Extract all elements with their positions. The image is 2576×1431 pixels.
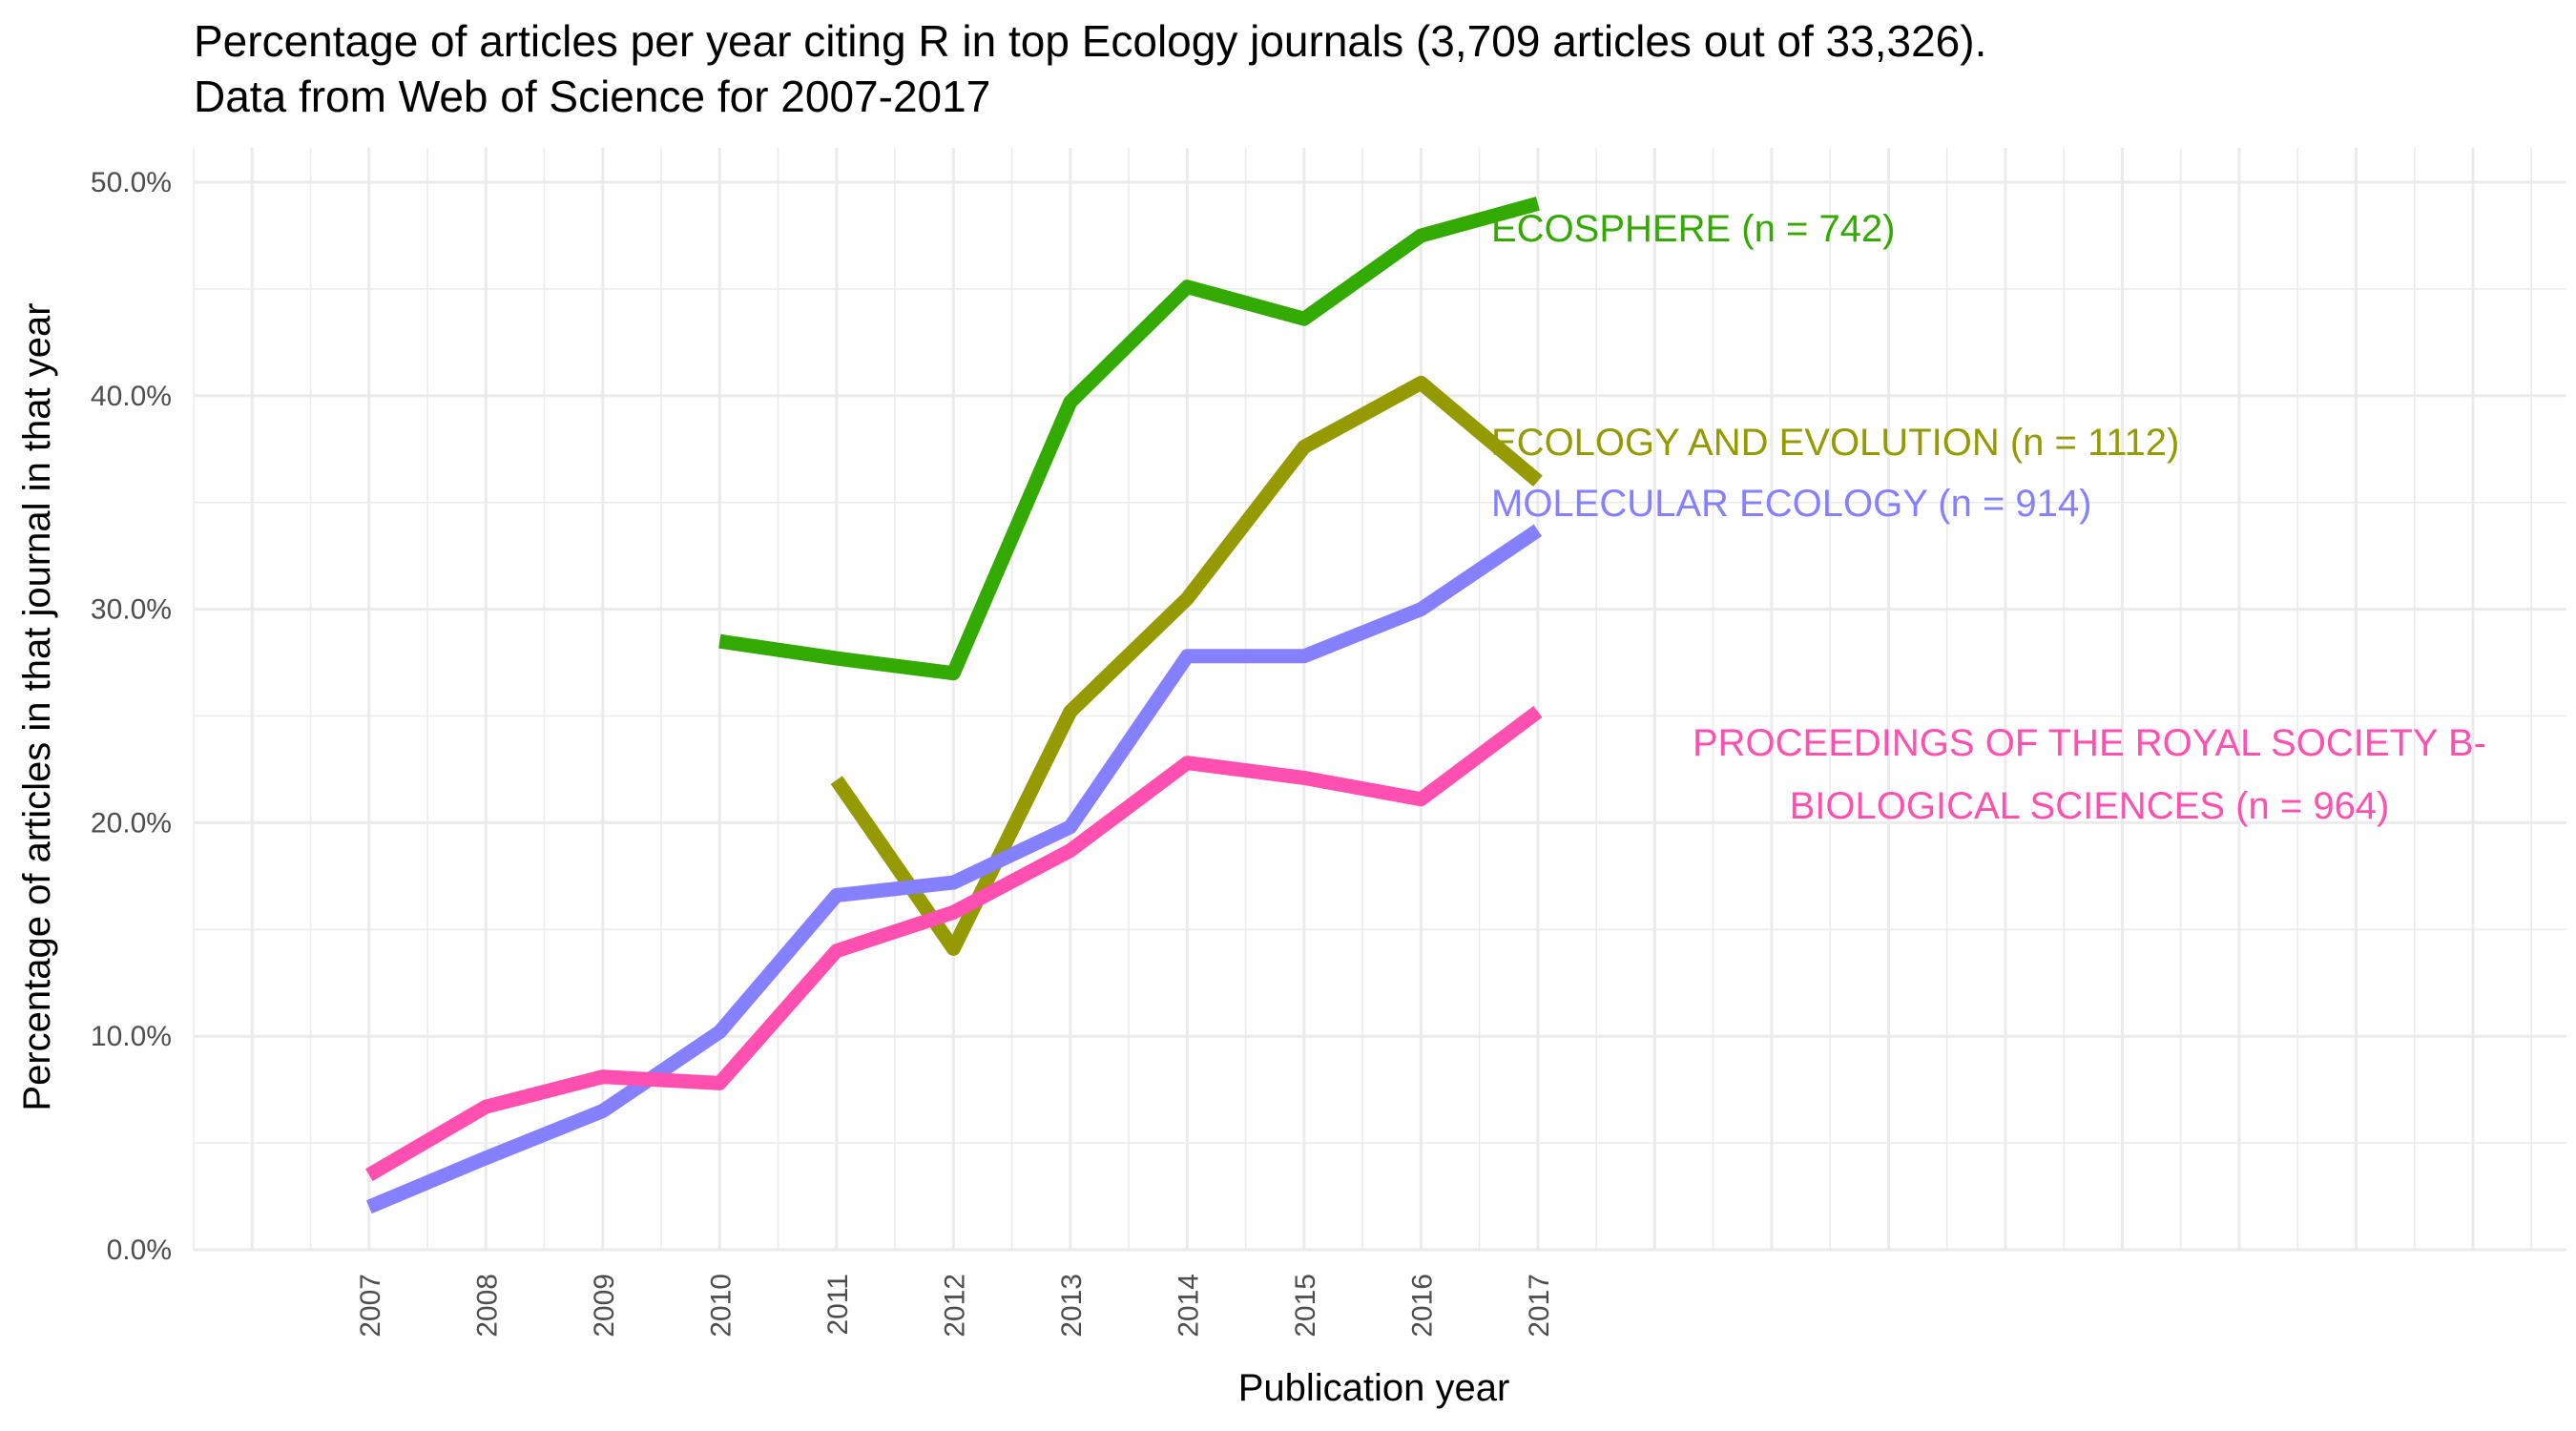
series-line-1 <box>830 375 1543 956</box>
y-tick-label: 0.0% <box>107 1234 172 1266</box>
y-tick-label: 50.0% <box>91 167 172 198</box>
x-tick-label: 2015 <box>1290 1274 1321 1338</box>
y-axis-ticks: 0.0% 10.0% 20.0% 30.0% 40.0% 50.0% <box>91 167 172 1266</box>
y-tick-label: 30.0% <box>91 594 172 626</box>
series-lines <box>365 197 1543 1214</box>
major-gridlines <box>194 148 2566 1252</box>
series-label-1: ECOLOGY AND EVOLUTION (n = 1112) <box>1491 422 2179 464</box>
y-axis-title: Percentage of articles in that journal i… <box>16 302 58 1110</box>
x-tick-label: 2016 <box>1406 1274 1438 1338</box>
chart-title-line-1: Percentage of articles per year citing R… <box>194 16 1987 66</box>
series-line-2 <box>365 524 1543 1214</box>
series-label-2: MOLECULAR ECOLOGY (n = 914) <box>1491 483 2092 525</box>
x-axis-title: Publication year <box>1238 1367 1510 1409</box>
x-tick-label: 2013 <box>1056 1274 1088 1338</box>
y-tick-label: 20.0% <box>91 807 172 839</box>
series-label-3: PROCEEDINGS OF THE ROYAL SOCIETY B- <box>1693 722 2486 764</box>
x-axis-ticks: 2007 2008 2009 2010 2011 2012 2013 2014 2015 2016… <box>355 1274 1555 1338</box>
x-tick-label: 2008 <box>471 1274 503 1338</box>
y-tick-label: 40.0% <box>91 381 172 412</box>
x-tick-label: 2009 <box>589 1274 620 1338</box>
minor-gridlines <box>193 148 2566 1250</box>
series-label-0: ECOSPHERE (n = 742) <box>1491 208 1896 250</box>
x-tick-label: 2007 <box>355 1274 386 1338</box>
x-tick-label: 2010 <box>705 1274 737 1338</box>
series-labels: ECOSPHERE (n = 742) ECOLOGY AND EVOLUTION… <box>1491 208 2486 827</box>
series-line-0 <box>718 197 1540 681</box>
x-tick-label: 2017 <box>1524 1274 1555 1338</box>
y-tick-label: 10.0% <box>91 1021 172 1052</box>
chart-title: Percentage of articles per year citing R… <box>194 13 1986 124</box>
x-tick-label: 2011 <box>822 1274 854 1336</box>
x-tick-label: 2012 <box>939 1274 970 1338</box>
x-tick-label: 2014 <box>1173 1274 1204 1338</box>
series-line-3 <box>365 705 1543 1182</box>
chart-title-line-2: Data from Web of Science for 2007-2017 <box>194 72 991 121</box>
series-label-3: BIOLOGICAL SCIENCES (n = 964) <box>1790 785 2390 827</box>
